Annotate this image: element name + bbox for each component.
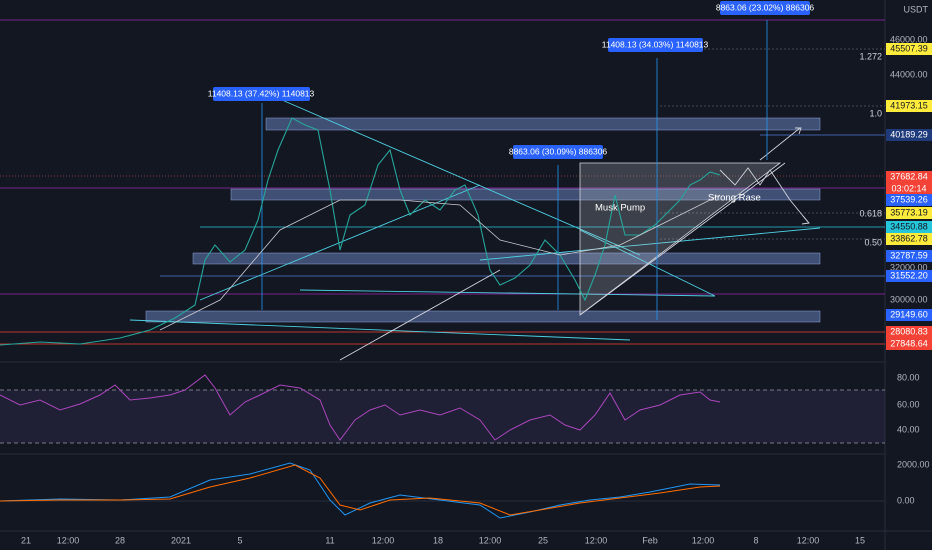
currency-label: USDT xyxy=(904,4,929,14)
macd-tick: 2000.00 xyxy=(897,459,930,469)
price-line xyxy=(0,117,721,346)
price-box-bg xyxy=(886,43,932,55)
price-box-label: 41973.15 xyxy=(890,100,928,110)
time-tick: 12:00 xyxy=(372,535,395,545)
price-tick: 46000.00 xyxy=(890,34,928,44)
measure-notes: 8863.06 (23.02%) 886306 11408.13 (34.03%… xyxy=(208,1,815,159)
price-box-label: 31552.20 xyxy=(890,270,928,280)
price-box: 40189.29 xyxy=(886,129,932,141)
rsi-line xyxy=(0,374,721,441)
time-tick: 2021 xyxy=(171,535,191,545)
price-box: 41973.15 xyxy=(886,100,932,112)
measure-label: 11408.13 (37.42%) 1140813 xyxy=(208,88,315,98)
rsi-band xyxy=(0,390,885,443)
price-box: 28080.83 xyxy=(886,326,932,338)
price-box: 33862.78 xyxy=(886,233,932,245)
price-box-label: 40189.29 xyxy=(890,129,928,139)
price-box-label: 34550.88 xyxy=(890,221,928,231)
price-box-bg xyxy=(886,233,932,245)
fib-label: 0.50 xyxy=(864,237,882,247)
price-box-label: 33862.78 xyxy=(890,233,928,243)
time-tick: 11 xyxy=(325,535,334,545)
price-box-bg xyxy=(886,250,932,262)
rsi-tick: 40.00 xyxy=(897,424,920,434)
time-tick: 28 xyxy=(115,535,125,545)
price-box-bg xyxy=(886,270,932,282)
rsi-tick: 80.00 xyxy=(897,372,920,382)
price-box: 32787.59 xyxy=(886,250,932,262)
macd-line xyxy=(0,462,721,519)
measure-label: 11408.13 (34.03%) 1140813 xyxy=(602,39,709,49)
price-tick: 44000.00 xyxy=(890,69,928,79)
price-box-label: 28080.83 xyxy=(890,326,928,336)
time-tick: 5 xyxy=(237,535,242,545)
price-box-label: 37539.26 xyxy=(890,194,928,204)
price-box: 03:02:14 xyxy=(886,183,932,195)
price-box-bg xyxy=(886,309,932,321)
price-box-label: 03:02:14 xyxy=(891,183,926,193)
fib-label: 1.272 xyxy=(859,51,882,61)
ma-line xyxy=(159,194,721,331)
fib-label: 0.618 xyxy=(859,208,882,218)
price-box: 31552.20 xyxy=(886,270,932,282)
price-box-bg xyxy=(886,221,932,233)
price-tick: 30000.00 xyxy=(890,294,928,304)
time-tick: 25 xyxy=(538,535,548,545)
price-box-label: 35773.19 xyxy=(890,207,928,217)
time-tick: 15 xyxy=(855,535,865,545)
support-zones xyxy=(145,117,821,323)
levels xyxy=(0,19,885,345)
price-box-label: 45507.39 xyxy=(890,43,928,53)
price-box-bg xyxy=(886,129,932,141)
macd-tick: 0.00 xyxy=(897,495,915,505)
time-tick: 12:00 xyxy=(797,535,820,545)
price-box-bg xyxy=(886,326,932,338)
pattern-label: Strong Rase xyxy=(708,193,761,204)
price-box-bg xyxy=(886,183,932,195)
price-box-bg xyxy=(886,194,932,206)
time-tick: 12:00 xyxy=(57,535,80,545)
price-box: 35773.19 xyxy=(886,207,932,219)
time-tick: 21 xyxy=(21,535,31,545)
price-box-bg xyxy=(886,207,932,219)
time-tick: 18 xyxy=(433,535,443,545)
fib-label: 1.0 xyxy=(869,108,882,118)
price-box-label: 37682.84 xyxy=(890,171,928,181)
time-tick: 12:00 xyxy=(692,535,715,545)
pattern-label: Musk Pump xyxy=(595,203,645,214)
price-box-bg xyxy=(886,100,932,112)
price-box: 29149.60 xyxy=(886,309,932,321)
time-tick: 12:00 xyxy=(585,535,608,545)
price-box-label: 27848.64 xyxy=(890,338,928,348)
time-tick: 8 xyxy=(753,535,758,545)
price-box: 34550.88 xyxy=(886,221,932,233)
price-box-label: 29149.60 xyxy=(890,309,928,319)
signal-line xyxy=(0,464,721,516)
measure-label: 8863.06 (23.02%) 886306 xyxy=(716,2,815,12)
price-box: 27848.64 xyxy=(886,338,932,350)
price-box-bg xyxy=(886,171,932,183)
price-box-bg xyxy=(886,338,932,350)
price-box: 37539.26 xyxy=(886,194,932,206)
price-box: 37682.84 xyxy=(886,171,932,183)
drawings xyxy=(129,20,821,361)
time-tick: Feb xyxy=(642,535,658,545)
time-tick: 12:00 xyxy=(479,535,502,545)
rsi-tick: 60.00 xyxy=(897,399,920,409)
price-box-label: 32787.59 xyxy=(890,250,928,260)
price-tick: 32000.00 xyxy=(890,262,928,272)
price-box: 45507.39 xyxy=(886,43,932,55)
measure-label: 8863.06 (30.09%) 886306 xyxy=(509,146,608,156)
